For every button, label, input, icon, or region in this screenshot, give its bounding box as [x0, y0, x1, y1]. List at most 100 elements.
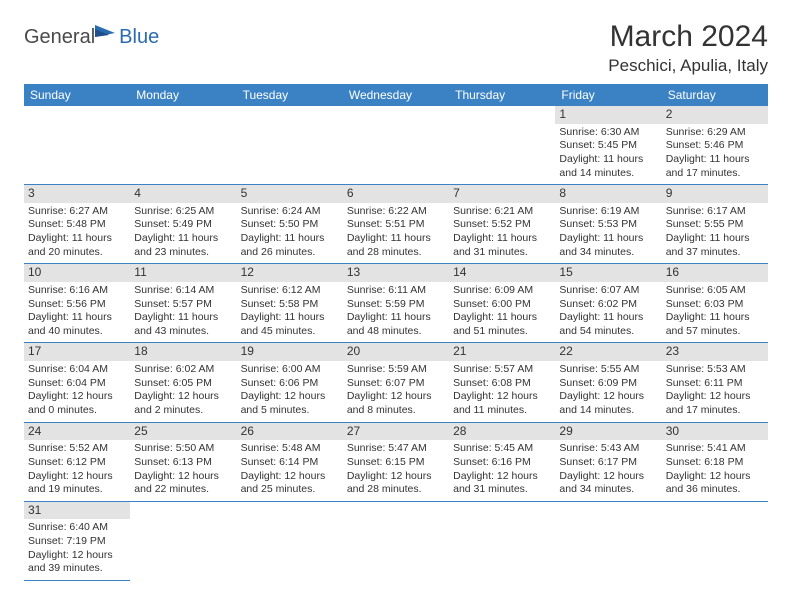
calendar-day-cell: 1Sunrise: 6:30 AMSunset: 5:45 PMDaylight… — [555, 106, 661, 185]
sunrise-line: Sunrise: 6:09 AM — [453, 284, 551, 298]
sunrise-line: Sunrise: 6:27 AM — [28, 205, 126, 219]
day-number: 1 — [555, 106, 661, 124]
sunrise-line: Sunrise: 6:11 AM — [347, 284, 445, 298]
calendar-day-cell: 2Sunrise: 6:29 AMSunset: 5:46 PMDaylight… — [662, 106, 768, 185]
daylight-line: Daylight: 12 hours and 2 minutes. — [134, 390, 232, 417]
sunset-line: Sunset: 6:04 PM — [28, 377, 126, 391]
daylight-line: Daylight: 12 hours and 8 minutes. — [347, 390, 445, 417]
sunrise-line: Sunrise: 5:41 AM — [666, 442, 764, 456]
weekday-header: Sunday — [24, 84, 130, 106]
calendar-day-cell: 15Sunrise: 6:07 AMSunset: 6:02 PMDayligh… — [555, 264, 661, 343]
day-number: 28 — [449, 423, 555, 441]
day-number: 3 — [24, 185, 130, 203]
day-number: 5 — [237, 185, 343, 203]
sunset-line: Sunset: 6:02 PM — [559, 298, 657, 312]
daylight-line: Daylight: 12 hours and 0 minutes. — [28, 390, 126, 417]
calendar-day-cell: 22Sunrise: 5:55 AMSunset: 6:09 PMDayligh… — [555, 343, 661, 422]
day-number: 22 — [555, 343, 661, 361]
sunrise-line: Sunrise: 6:12 AM — [241, 284, 339, 298]
calendar-empty-cell — [449, 501, 555, 580]
day-number: 6 — [343, 185, 449, 203]
calendar-day-cell: 13Sunrise: 6:11 AMSunset: 5:59 PMDayligh… — [343, 264, 449, 343]
day-number: 30 — [662, 423, 768, 441]
calendar-empty-cell — [237, 106, 343, 185]
sunset-line: Sunset: 5:57 PM — [134, 298, 232, 312]
calendar-empty-cell — [343, 501, 449, 580]
calendar-day-cell: 20Sunrise: 5:59 AMSunset: 6:07 PMDayligh… — [343, 343, 449, 422]
calendar-day-cell: 24Sunrise: 5:52 AMSunset: 6:12 PMDayligh… — [24, 422, 130, 501]
calendar-empty-cell — [449, 106, 555, 185]
day-number: 31 — [24, 502, 130, 520]
calendar-row: 17Sunrise: 6:04 AMSunset: 6:04 PMDayligh… — [24, 343, 768, 422]
calendar-day-cell: 29Sunrise: 5:43 AMSunset: 6:17 PMDayligh… — [555, 422, 661, 501]
day-number: 19 — [237, 343, 343, 361]
daylight-line: Daylight: 12 hours and 11 minutes. — [453, 390, 551, 417]
sunset-line: Sunset: 5:56 PM — [28, 298, 126, 312]
sunset-line: Sunset: 5:53 PM — [559, 218, 657, 232]
day-number: 23 — [662, 343, 768, 361]
daylight-line: Daylight: 11 hours and 57 minutes. — [666, 311, 764, 338]
calendar-day-cell: 5Sunrise: 6:24 AMSunset: 5:50 PMDaylight… — [237, 185, 343, 264]
calendar-day-cell: 30Sunrise: 5:41 AMSunset: 6:18 PMDayligh… — [662, 422, 768, 501]
sunset-line: Sunset: 6:11 PM — [666, 377, 764, 391]
calendar-empty-cell — [24, 106, 130, 185]
sunset-line: Sunset: 6:06 PM — [241, 377, 339, 391]
daylight-line: Daylight: 12 hours and 39 minutes. — [28, 549, 126, 576]
sunset-line: Sunset: 6:15 PM — [347, 456, 445, 470]
sunrise-line: Sunrise: 6:22 AM — [347, 205, 445, 219]
calendar-day-cell: 27Sunrise: 5:47 AMSunset: 6:15 PMDayligh… — [343, 422, 449, 501]
calendar-empty-cell — [237, 501, 343, 580]
sunset-line: Sunset: 6:18 PM — [666, 456, 764, 470]
calendar-day-cell: 31Sunrise: 6:40 AMSunset: 7:19 PMDayligh… — [24, 501, 130, 580]
day-number: 27 — [343, 423, 449, 441]
daylight-line: Daylight: 11 hours and 34 minutes. — [559, 232, 657, 259]
day-number: 21 — [449, 343, 555, 361]
sunset-line: Sunset: 7:19 PM — [28, 535, 126, 549]
calendar-row: 24Sunrise: 5:52 AMSunset: 6:12 PMDayligh… — [24, 422, 768, 501]
day-number: 12 — [237, 264, 343, 282]
calendar-day-cell: 8Sunrise: 6:19 AMSunset: 5:53 PMDaylight… — [555, 185, 661, 264]
calendar-day-cell: 16Sunrise: 6:05 AMSunset: 6:03 PMDayligh… — [662, 264, 768, 343]
day-number: 29 — [555, 423, 661, 441]
page-title: March 2024 — [608, 20, 768, 54]
daylight-line: Daylight: 11 hours and 31 minutes. — [453, 232, 551, 259]
day-number: 24 — [24, 423, 130, 441]
sunrise-line: Sunrise: 5:55 AM — [559, 363, 657, 377]
sunrise-line: Sunrise: 5:59 AM — [347, 363, 445, 377]
calendar-day-cell: 4Sunrise: 6:25 AMSunset: 5:49 PMDaylight… — [130, 185, 236, 264]
sunrise-line: Sunrise: 5:57 AM — [453, 363, 551, 377]
sunset-line: Sunset: 6:14 PM — [241, 456, 339, 470]
sunrise-line: Sunrise: 6:29 AM — [666, 126, 764, 140]
day-number: 9 — [662, 185, 768, 203]
daylight-line: Daylight: 11 hours and 26 minutes. — [241, 232, 339, 259]
sunrise-line: Sunrise: 5:43 AM — [559, 442, 657, 456]
weekday-header: Saturday — [662, 84, 768, 106]
sunset-line: Sunset: 6:17 PM — [559, 456, 657, 470]
sunrise-line: Sunrise: 6:30 AM — [559, 126, 657, 140]
weekday-header: Tuesday — [237, 84, 343, 106]
calendar-day-cell: 11Sunrise: 6:14 AMSunset: 5:57 PMDayligh… — [130, 264, 236, 343]
sunset-line: Sunset: 5:55 PM — [666, 218, 764, 232]
logo: General Blue — [24, 20, 159, 49]
sunset-line: Sunset: 5:45 PM — [559, 139, 657, 153]
calendar-day-cell: 17Sunrise: 6:04 AMSunset: 6:04 PMDayligh… — [24, 343, 130, 422]
day-number: 16 — [662, 264, 768, 282]
sunrise-line: Sunrise: 6:16 AM — [28, 284, 126, 298]
day-number: 7 — [449, 185, 555, 203]
daylight-line: Daylight: 11 hours and 45 minutes. — [241, 311, 339, 338]
daylight-line: Daylight: 12 hours and 34 minutes. — [559, 470, 657, 497]
calendar-day-cell: 7Sunrise: 6:21 AMSunset: 5:52 PMDaylight… — [449, 185, 555, 264]
daylight-line: Daylight: 12 hours and 36 minutes. — [666, 470, 764, 497]
sunrise-line: Sunrise: 6:05 AM — [666, 284, 764, 298]
sunset-line: Sunset: 6:07 PM — [347, 377, 445, 391]
location: Peschici, Apulia, Italy — [608, 56, 768, 76]
sunrise-line: Sunrise: 6:07 AM — [559, 284, 657, 298]
calendar-day-cell: 6Sunrise: 6:22 AMSunset: 5:51 PMDaylight… — [343, 185, 449, 264]
sunrise-line: Sunrise: 6:25 AM — [134, 205, 232, 219]
sunrise-line: Sunrise: 5:53 AM — [666, 363, 764, 377]
title-block: March 2024 Peschici, Apulia, Italy — [608, 20, 768, 76]
daylight-line: Daylight: 11 hours and 28 minutes. — [347, 232, 445, 259]
calendar-body: 1 Sunrise: 6:30 AMSunset: 5:45 PM Daylight… — [24, 106, 768, 580]
sunrise-line: Sunrise: 6:40 AM — [28, 521, 126, 535]
sunset-line: Sunset: 5:59 PM — [347, 298, 445, 312]
